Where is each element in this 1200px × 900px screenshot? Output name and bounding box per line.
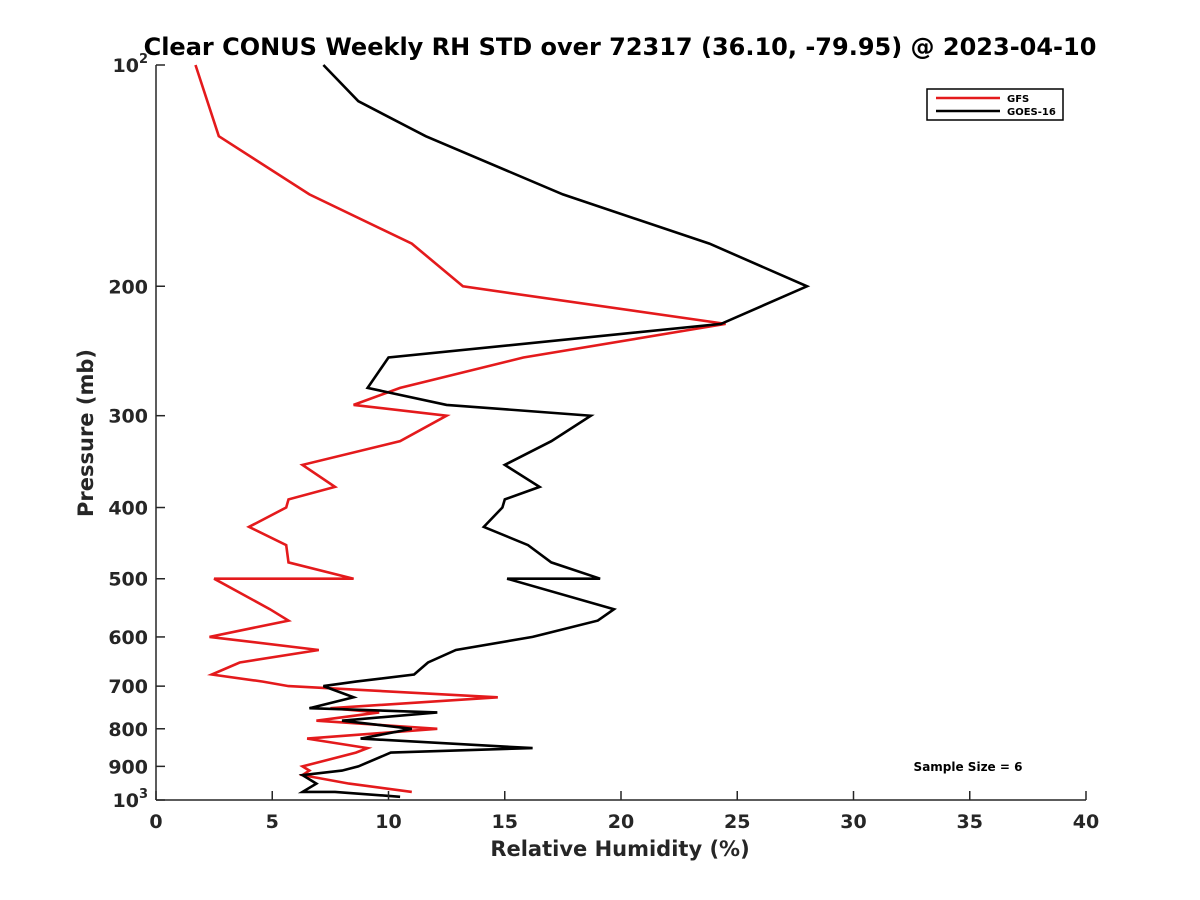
legend-box xyxy=(926,88,1064,121)
x-tick-label: 35 xyxy=(957,811,983,833)
y-tick-label: 600 xyxy=(108,627,148,649)
x-tick-label: 0 xyxy=(149,811,162,833)
y-tick-label: 400 xyxy=(108,498,148,520)
plot-area xyxy=(194,64,811,799)
y-tick-label: 900 xyxy=(108,756,148,778)
x-axis: 0 5 10 15 20 25 30 35 40 xyxy=(149,791,1099,833)
x-tick-label: 30 xyxy=(840,811,866,833)
x-tick-label: 10 xyxy=(375,811,401,833)
legend: GFS GOES-16 xyxy=(926,88,1064,121)
y-axis-label: Pressure (mb) xyxy=(74,349,98,517)
x-tick-label: 5 xyxy=(266,811,279,833)
x-tick-label: 40 xyxy=(1073,811,1099,833)
y-tick-label: 103 xyxy=(113,787,149,812)
legend-label-gfs: GFS xyxy=(1007,94,1029,105)
series-line-goes-16 xyxy=(297,64,811,799)
y-tick-label: 200 xyxy=(108,276,148,298)
y-tick-label: 700 xyxy=(108,676,148,698)
y-tick-label: 300 xyxy=(108,406,148,428)
y-axis: 102 200 300 400 500 600 700 800 900 103 xyxy=(108,52,165,812)
chart-title: Clear CONUS Weekly RH STD over 72317 (36… xyxy=(144,33,1097,61)
legend-label-goes-16: GOES-16 xyxy=(1007,107,1056,118)
y-tick-label: 800 xyxy=(108,719,148,741)
y-tick-label: 102 xyxy=(113,52,149,77)
sample-size-annotation: Sample Size = 6 xyxy=(914,760,1023,774)
x-tick-label: 15 xyxy=(492,811,518,833)
y-tick-label: 500 xyxy=(108,569,148,591)
series-line-gfs xyxy=(194,64,726,794)
x-tick-label: 25 xyxy=(724,811,750,833)
x-axis-label: Relative Humidity (%) xyxy=(490,837,749,861)
x-tick-label: 20 xyxy=(608,811,634,833)
